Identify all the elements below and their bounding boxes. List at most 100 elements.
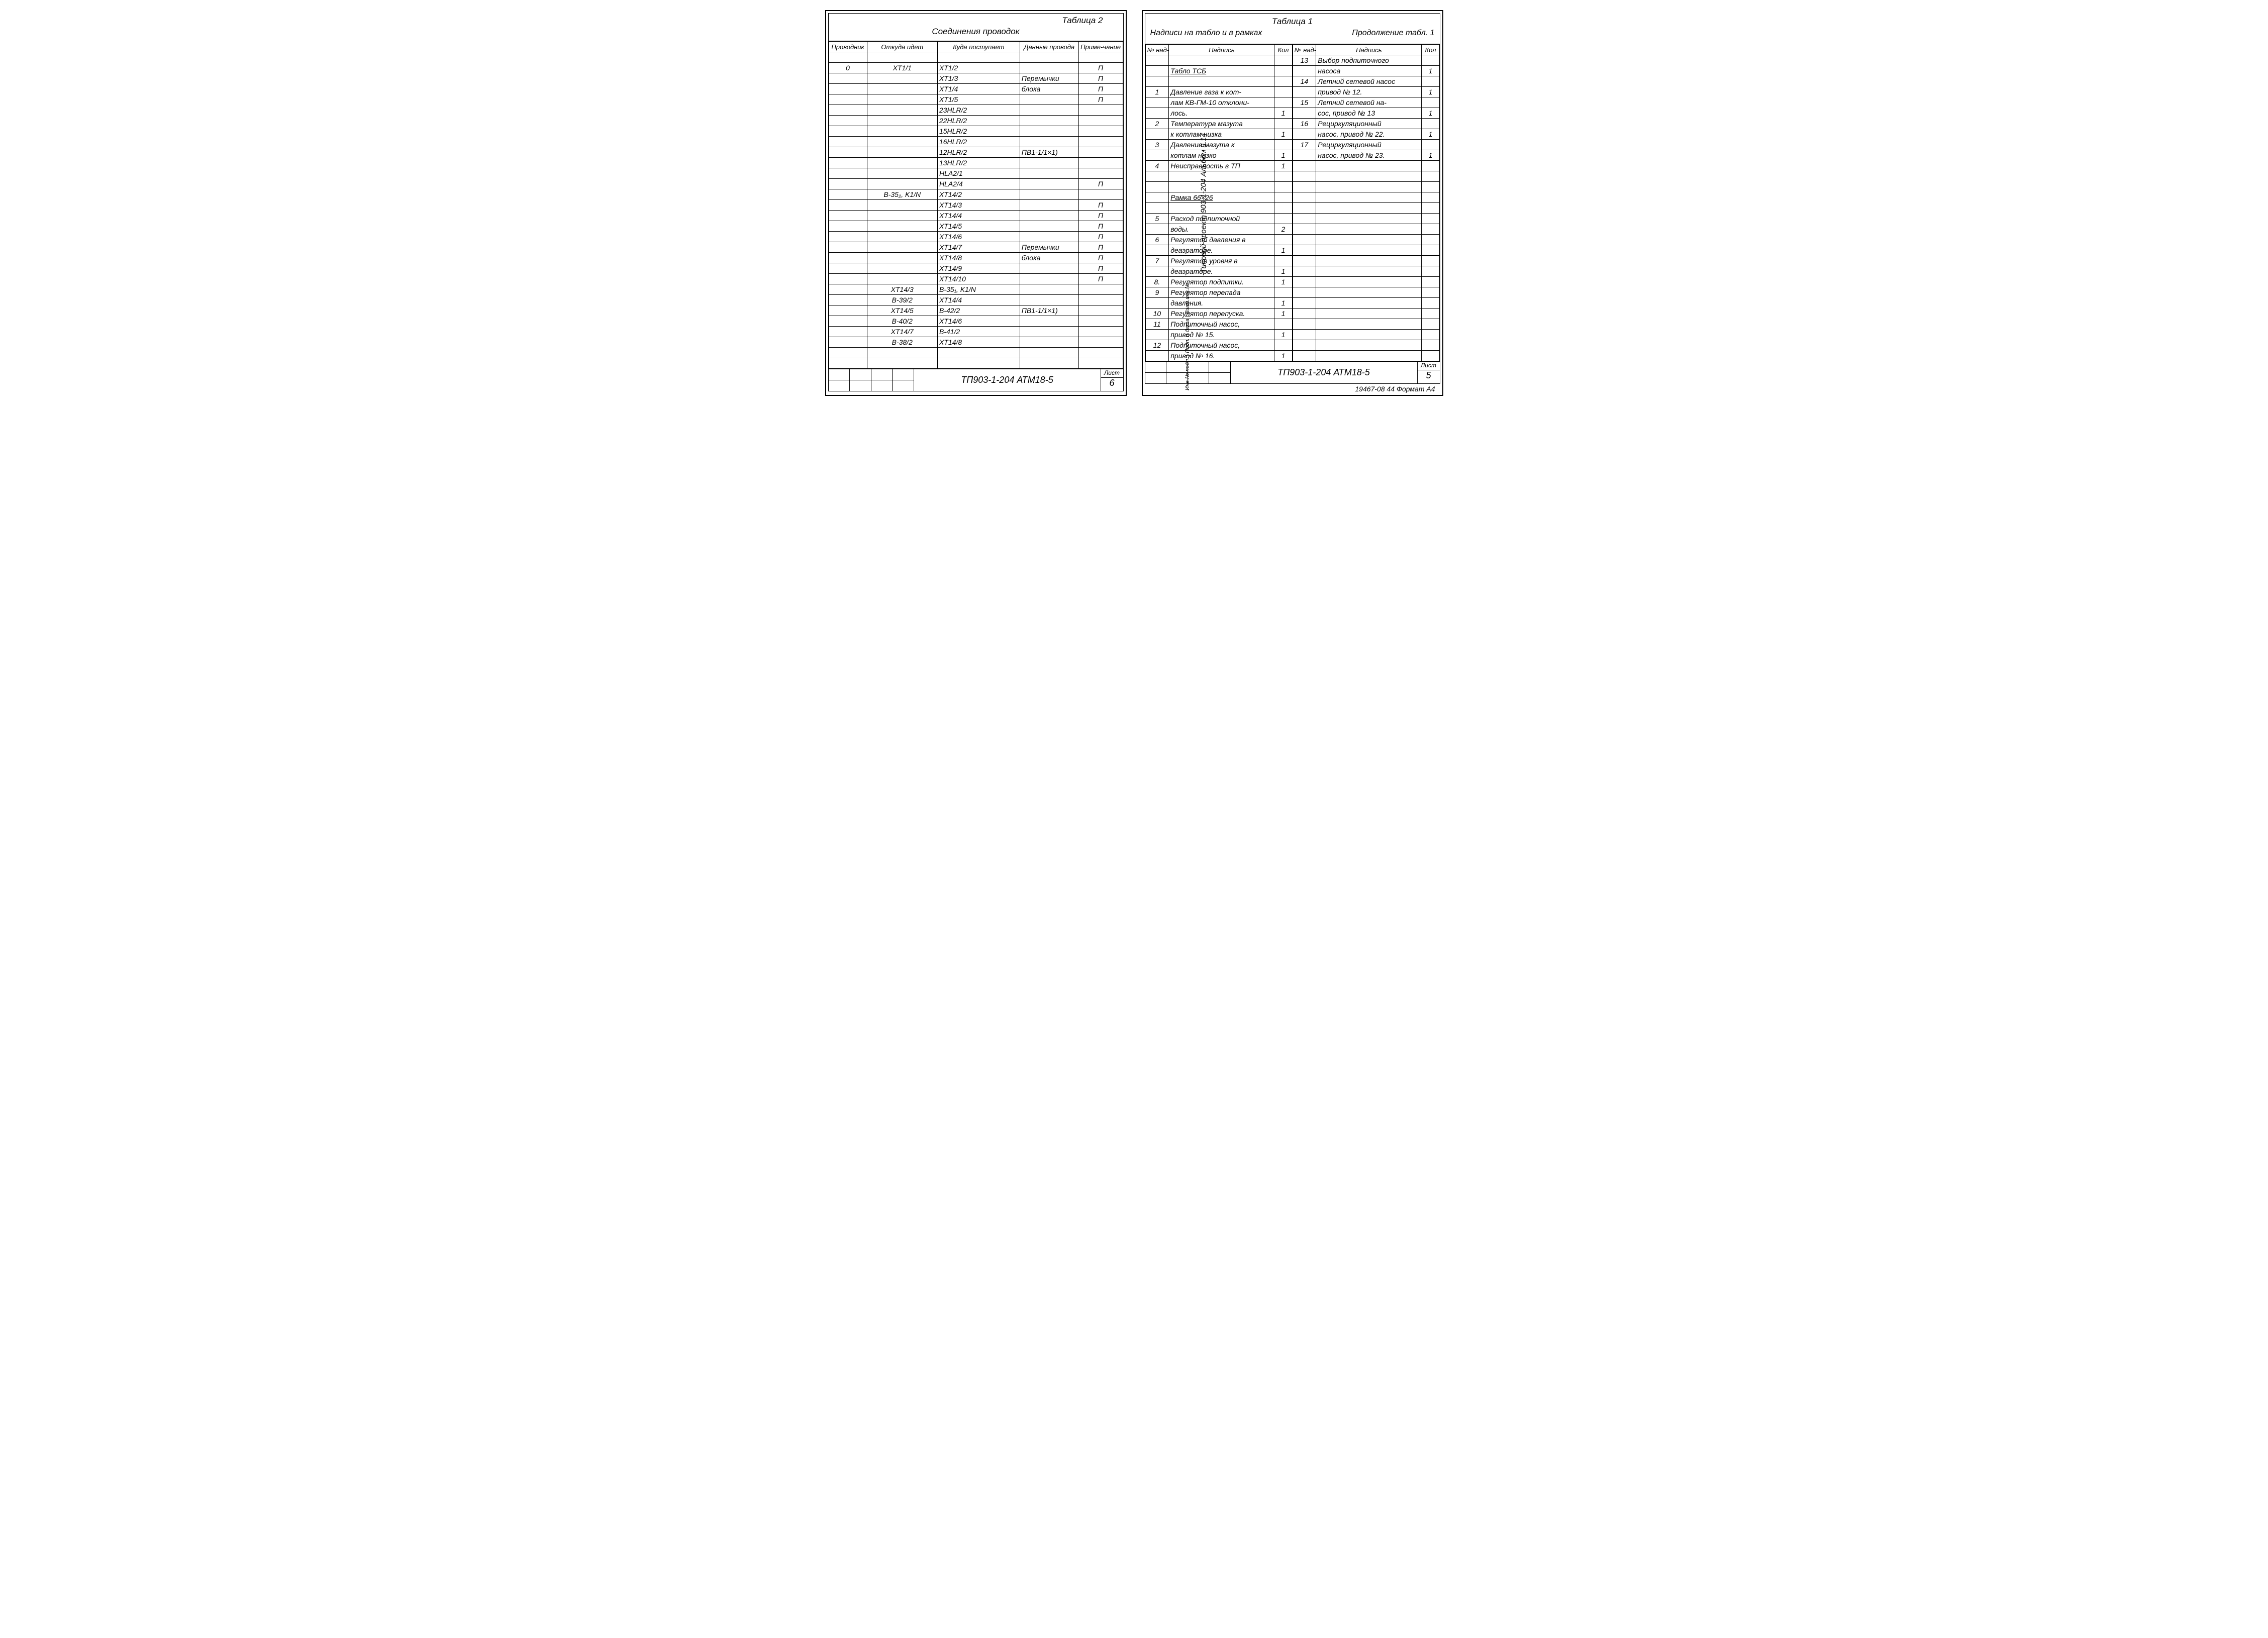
table-cell — [1293, 108, 1316, 119]
t2-h4: Данные провода — [1020, 42, 1078, 52]
table-cell — [1078, 168, 1123, 179]
table-row: 15Летний сетевой на- — [1293, 97, 1439, 108]
table-cell — [1422, 309, 1439, 319]
table-cell — [1293, 150, 1316, 161]
footer-code-t2: ТП903-1-204 АТМ18-5 — [914, 369, 1101, 391]
table-cell — [1078, 316, 1123, 327]
table-row: 10Регулятор перепуска.1 — [1145, 309, 1292, 319]
table-cell — [1422, 119, 1439, 129]
table1-subtitle: Надписи на табло и в рамках Продолжение … — [1145, 28, 1440, 41]
table-cell — [1293, 129, 1316, 140]
table-cell: 2 — [1145, 119, 1169, 129]
t2-h5: Приме-чание — [1078, 42, 1123, 52]
table-cell: XT14/7 — [937, 242, 1020, 253]
table-cell — [867, 232, 937, 242]
table-cell — [829, 327, 867, 337]
table-row — [1145, 55, 1292, 66]
table-cell — [1422, 277, 1439, 287]
table-row: 4Неисправность в ТП1 — [1145, 161, 1292, 171]
table-cell — [1316, 287, 1422, 298]
table-cell — [1274, 256, 1292, 266]
table-cell — [1020, 337, 1078, 348]
table-cell — [867, 221, 937, 232]
table-cell: Температура мазута — [1169, 119, 1274, 129]
table-cell: HLA2/1 — [937, 168, 1020, 179]
table-row: Табло ТСБ — [1145, 66, 1292, 76]
table-row: воды.2 — [1145, 224, 1292, 235]
table-cell — [1293, 203, 1316, 214]
table-cell: HLA2/4 — [937, 179, 1020, 189]
table-cell — [1422, 340, 1439, 351]
table-cell — [1422, 214, 1439, 224]
table-cell — [1145, 192, 1169, 203]
table-row: привод № 16.1 — [1145, 351, 1292, 361]
table-cell: 1 — [1422, 150, 1439, 161]
table-cell — [1078, 105, 1123, 116]
table-cell — [1422, 224, 1439, 235]
table-cell — [1020, 168, 1078, 179]
table-cell: B-35₂, K1/N — [867, 189, 937, 200]
t1-left-body: Табло ТСБ1Давление газа к кот-лам КВ-ГМ-… — [1145, 55, 1292, 361]
table-cell: 22HLR/2 — [937, 116, 1020, 126]
table-cell — [867, 211, 937, 221]
table-cell — [1020, 189, 1078, 200]
table-row: давления.1 — [1145, 298, 1292, 309]
table2-title: Соединения проводок — [829, 26, 1123, 38]
table-cell: ПВ1-1/1×1) — [1020, 147, 1078, 158]
table-cell — [937, 358, 1020, 369]
table-cell — [1078, 337, 1123, 348]
table-cell — [1020, 179, 1078, 189]
table-cell: XT1/2 — [937, 63, 1020, 73]
table-cell — [1020, 211, 1078, 221]
table-row: 12HLR/2ПВ1-1/1×1) — [829, 147, 1123, 158]
table-row: 13HLR/2 — [829, 158, 1123, 168]
table-cell: П — [1078, 84, 1123, 94]
table-row: сос, привод № 131 — [1293, 108, 1439, 119]
table-row — [829, 348, 1123, 358]
table-row — [1293, 214, 1439, 224]
table-cell — [1293, 87, 1316, 97]
table-row — [1293, 266, 1439, 277]
table-cell — [1316, 161, 1422, 171]
table-cell: 4 — [1145, 161, 1169, 171]
table-row: XT1/3ПеремычкиП — [829, 73, 1123, 84]
table-cell — [829, 200, 867, 211]
table-cell — [829, 116, 867, 126]
table-cell — [1293, 171, 1316, 182]
table-row: XT14/4П — [829, 211, 1123, 221]
table-cell — [1316, 340, 1422, 351]
table-row: деаэраторе.1 — [1145, 245, 1292, 256]
table-row: 12Подпиточный насос, — [1145, 340, 1292, 351]
table-cell: воды. — [1169, 224, 1274, 235]
table-cell — [1078, 327, 1123, 337]
table-cell: XT14/2 — [937, 189, 1020, 200]
table-cell — [1020, 52, 1078, 63]
table-cell: XT14/5 — [937, 221, 1020, 232]
table-row: 11Подпиточный насос, — [1145, 319, 1292, 330]
table-cell: 1 — [1274, 330, 1292, 340]
table-cell: деаэраторе. — [1169, 266, 1274, 277]
table-row: 6Регулятор давления в — [1145, 235, 1292, 245]
table-cell — [1145, 150, 1169, 161]
table-row: XT14/6П — [829, 232, 1123, 242]
table-cell — [867, 73, 937, 84]
table-cell — [1169, 171, 1274, 182]
table-cell — [1293, 256, 1316, 266]
table-cell: 1 — [1274, 266, 1292, 277]
table-cell: Расход подпиточной — [1169, 214, 1274, 224]
table-cell: XT14/3 — [867, 284, 937, 295]
footer-list-t1: Лист 5 — [1418, 362, 1440, 383]
table-cell — [937, 52, 1020, 63]
table-cell — [1020, 221, 1078, 232]
table-cell — [829, 73, 867, 84]
table2: Проводник Откуда идет Куда поступает Дан… — [829, 41, 1123, 369]
table-cell — [1422, 182, 1439, 192]
table-cell — [1422, 330, 1439, 340]
table-row: 16Рециркуляционный — [1293, 119, 1439, 129]
table-cell: 3 — [1145, 140, 1169, 150]
table-row — [1293, 161, 1439, 171]
table-cell — [867, 274, 937, 284]
table-cell — [867, 52, 937, 63]
t2-h1: Проводник — [829, 42, 867, 52]
table-cell: XT14/4 — [937, 211, 1020, 221]
